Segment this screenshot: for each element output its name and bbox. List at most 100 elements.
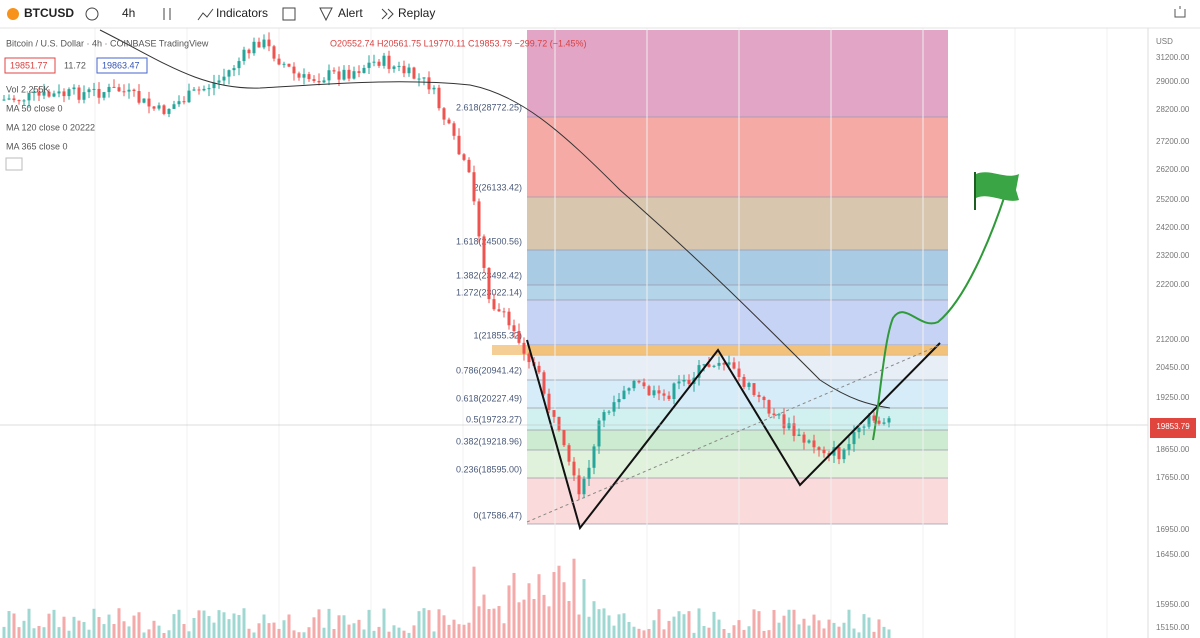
volume-bar [857, 632, 861, 638]
volume-bar [162, 632, 166, 638]
templates[interactable] [282, 7, 296, 21]
candle-body [202, 88, 206, 91]
volume-bar [452, 619, 456, 638]
candle-body [122, 91, 126, 93]
candle-body [7, 98, 11, 100]
fib-band [527, 380, 948, 408]
price-label: 22200.00 [1156, 280, 1190, 289]
buy-price: 19863.47 [102, 60, 140, 70]
add-symbol[interactable] [85, 7, 99, 21]
candle-body [292, 66, 296, 74]
candle-body [477, 201, 481, 237]
volume-bar [447, 624, 451, 638]
volume-bar [152, 620, 156, 638]
fib-band [527, 285, 948, 300]
volume-bar [207, 616, 211, 638]
candle-body [367, 62, 371, 68]
volume-bar [347, 624, 351, 638]
volume-bar [647, 628, 651, 638]
interval[interactable]: 4h [122, 6, 135, 20]
sell-price: 19851.77 [10, 60, 48, 70]
candle-body [667, 395, 671, 399]
volume-bar [267, 623, 271, 638]
candle-body [62, 91, 66, 97]
buy-box[interactable] [96, 57, 148, 74]
volume [2, 558, 891, 638]
volume-bar [802, 618, 806, 638]
sell-box[interactable] [4, 57, 56, 74]
volume-bar [297, 632, 301, 638]
volume-bar [117, 608, 121, 638]
volume-bar [782, 615, 786, 638]
candle-body [447, 119, 451, 124]
candle-body [152, 106, 156, 109]
replay[interactable]: Replay [398, 6, 435, 20]
indicator: Vol 2.255K [6, 84, 50, 94]
volume-bar [552, 572, 556, 638]
candle-body [307, 74, 311, 80]
candle-body [482, 236, 486, 268]
collapse-legend[interactable] [5, 157, 23, 171]
volume-bar [197, 610, 201, 638]
price-label: 16950.00 [1156, 525, 1190, 534]
indicators[interactable]: Indicators [216, 6, 268, 20]
volume-bar [742, 629, 746, 638]
candle-body [137, 91, 141, 103]
candle-body [332, 70, 336, 72]
currency: USD [1156, 37, 1173, 46]
candle-body [397, 65, 401, 67]
fib-bands: 2.618(28772.25) 2(26133.42) 1.618(24500.56… [456, 30, 948, 525]
volume-bar [512, 572, 516, 638]
price-label: 25200.00 [1156, 195, 1190, 204]
fib-band [527, 30, 948, 117]
candle-body [207, 88, 211, 90]
candle-body [627, 388, 631, 391]
candle-body [2, 99, 6, 101]
candle-body [882, 422, 886, 424]
volume-bar [522, 599, 526, 638]
volume-bar [52, 609, 56, 638]
volume-bar [282, 620, 286, 638]
candle-body [97, 88, 101, 98]
candle-body [342, 69, 346, 80]
trend-line [526, 344, 941, 523]
volume-bar [572, 558, 576, 638]
candle-body [872, 415, 876, 421]
candle-body [277, 58, 281, 65]
candle-body [142, 98, 146, 103]
fib-label: 2.618(28772.25) [456, 102, 522, 112]
candle-body [72, 87, 76, 90]
volume-bar [32, 628, 36, 638]
current-price-tag [1150, 418, 1196, 438]
candle-body [677, 381, 681, 384]
volume-bar [357, 619, 361, 638]
candle-body [682, 379, 686, 382]
volume-bar [182, 624, 186, 638]
candle-body [52, 93, 56, 97]
volume-bar [382, 608, 386, 638]
candle-body [737, 368, 741, 377]
volume-bar [537, 574, 541, 638]
candle-body [347, 69, 351, 79]
volume-bar [47, 613, 51, 638]
candle-body [312, 79, 316, 82]
candle-body [487, 267, 491, 300]
spread: 11.72 [64, 60, 86, 70]
candle-body [767, 400, 771, 414]
share[interactable] [1174, 6, 1186, 18]
volume-bar [172, 614, 176, 638]
volume-bar [607, 615, 611, 638]
fib-band [527, 478, 948, 524]
candle-body [337, 71, 341, 80]
candle-body [177, 101, 181, 105]
volume-bar [502, 623, 506, 638]
symbol[interactable]: BTCUSD [24, 6, 74, 20]
alert[interactable]: Alert [338, 6, 363, 20]
chart-style[interactable] [163, 8, 171, 20]
candle-body [537, 365, 541, 373]
volume-bar [477, 606, 481, 638]
volume-bar [632, 626, 636, 638]
candle-body [317, 81, 321, 83]
